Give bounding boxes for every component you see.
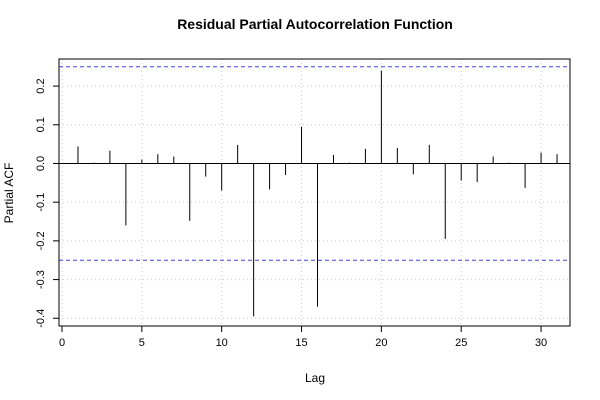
y-tick-label-6: 0.2 <box>35 78 47 93</box>
y-tick-label-5: 0.1 <box>35 117 47 132</box>
x-tick-label-6: 30 <box>535 337 547 349</box>
y-tick-label-2: -0.2 <box>35 231 47 250</box>
x-tick-label-3: 15 <box>295 337 307 349</box>
plot-frame <box>58 58 571 327</box>
x-tick-label-5: 25 <box>455 337 467 349</box>
y-tick-label-0: -0.4 <box>35 309 47 328</box>
y-tick-label-3: -0.1 <box>35 193 47 212</box>
x-tick-label-0: 0 <box>59 337 65 349</box>
grid <box>59 59 570 326</box>
y-axis: -0.4 -0.3 -0.2 -0.1 0.0 0.1 0.2 <box>35 78 60 328</box>
x-axis: 0 5 10 15 20 25 30 <box>59 325 547 349</box>
y-axis-label: Partial ACF <box>2 163 16 224</box>
y-tick-label-1: -0.3 <box>35 270 47 289</box>
x-tick-label-2: 10 <box>216 337 228 349</box>
x-axis-label: Lag <box>305 371 325 385</box>
pacf-bars <box>77 70 558 317</box>
confidence-bounds <box>59 66 570 261</box>
x-tick-label-4: 20 <box>375 337 387 349</box>
x-tick-label-1: 5 <box>139 337 145 349</box>
y-tick-label-4: 0.0 <box>35 156 47 171</box>
chart-title: Residual Partial Autocorrelation Functio… <box>177 16 453 32</box>
